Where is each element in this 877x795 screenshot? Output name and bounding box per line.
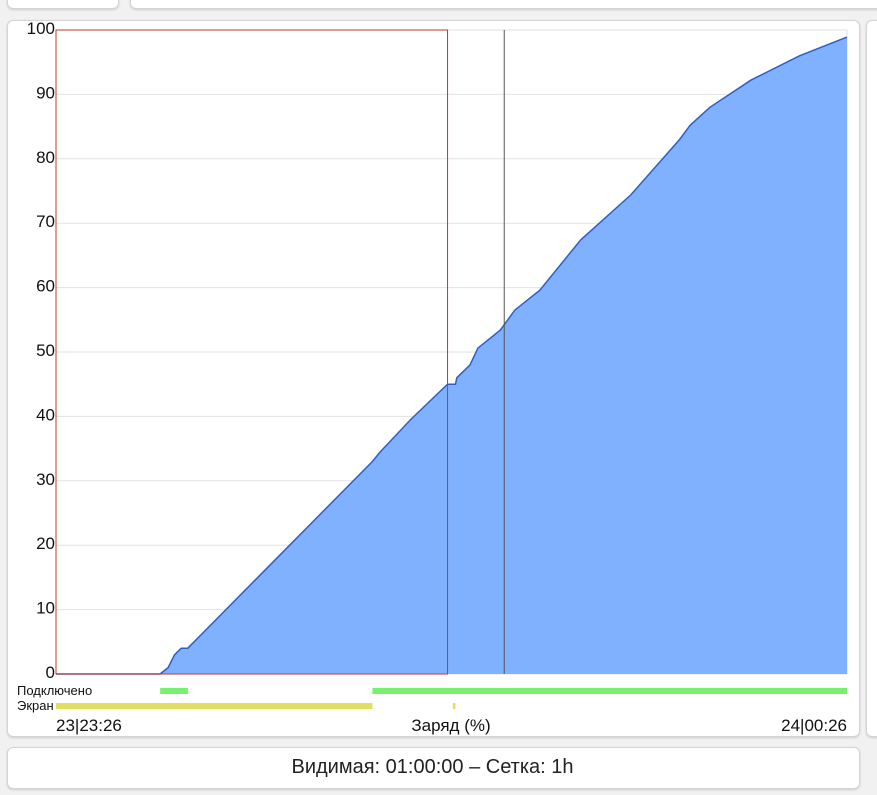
y-tick-label: 60 — [36, 277, 55, 296]
y-tick-label: 50 — [36, 341, 55, 360]
y-tick-label: 10 — [36, 599, 55, 618]
y-tick-label: 40 — [36, 405, 55, 424]
y-tick-label: 90 — [36, 83, 55, 102]
charge-line — [56, 36, 848, 675]
track-label: Экран — [17, 698, 54, 713]
visible-range-grid-label[interactable]: Видимая: 01:00:00 – Сетка: 1h — [291, 756, 574, 778]
y-tick-label: 100 — [27, 19, 55, 38]
y-tick-label: 70 — [36, 212, 55, 231]
track-label: Подключено — [17, 683, 92, 698]
x-start-label: 23|23:26 — [56, 716, 122, 735]
top-right-card-partial — [130, 0, 877, 9]
right-card-partial — [866, 20, 877, 737]
track-segment — [452, 703, 456, 709]
charge-area — [56, 37, 847, 675]
x-axis-title: Заряд (%) — [411, 716, 490, 735]
y-tick-label: 20 — [36, 534, 55, 553]
highlight-range — [55, 29, 449, 675]
track-segment — [56, 703, 373, 709]
y-tick-label: 30 — [36, 470, 55, 489]
y-tick-label: 0 — [46, 663, 55, 682]
x-end-label: 24|00:26 — [781, 716, 847, 735]
top-left-card-partial — [7, 0, 119, 9]
track-segment — [160, 688, 188, 694]
footer-card[interactable] — [7, 747, 860, 789]
track-segment — [372, 688, 847, 694]
y-tick-label: 80 — [36, 148, 55, 167]
